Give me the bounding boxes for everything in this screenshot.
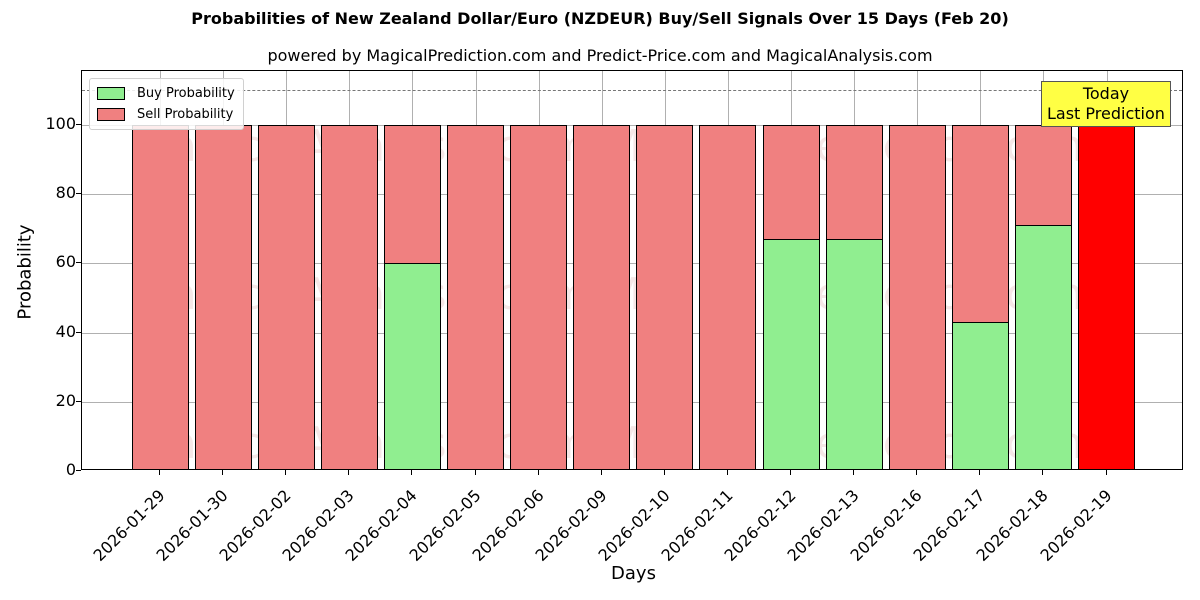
y-tick-mark <box>76 193 81 195</box>
y-tick-mark <box>76 331 81 333</box>
bar-buy <box>951 322 1009 469</box>
bar-sell <box>825 125 883 241</box>
x-tick-mark <box>663 470 665 475</box>
x-tick-mark <box>285 470 287 475</box>
bar-sell <box>762 125 820 241</box>
gridline-horizontal <box>82 332 1182 334</box>
bar-buy <box>383 263 441 469</box>
bar-sell <box>951 125 1009 324</box>
bar-sell <box>383 125 441 265</box>
y-tick-label: 80 <box>55 183 76 203</box>
bar-sell <box>699 125 757 469</box>
bar-sell <box>888 125 946 469</box>
bar-today <box>1078 125 1135 469</box>
bar-buy <box>762 239 820 469</box>
legend-sell-label: Sell Probability <box>137 107 234 122</box>
bar-sell <box>257 125 315 469</box>
x-tick-mark <box>726 470 728 475</box>
bar-sell <box>194 125 252 469</box>
y-tick-label: 100 <box>45 114 76 133</box>
x-tick-mark <box>474 470 476 475</box>
x-tick-mark <box>1042 470 1044 475</box>
legend-item-sell: Sell Probability <box>97 104 235 125</box>
bar-sell <box>510 125 568 469</box>
gridline-horizontal <box>82 263 1182 265</box>
x-tick-mark <box>1105 470 1107 475</box>
bar-sell <box>131 125 189 469</box>
y-tick-label: 60 <box>55 252 76 272</box>
x-axis-title: Days <box>611 563 656 584</box>
gridline-horizontal <box>82 401 1182 403</box>
gridline-horizontal <box>82 125 1182 126</box>
y-tick-mark <box>76 124 81 125</box>
x-tick-mark <box>979 470 981 475</box>
y-tick-mark <box>76 262 81 264</box>
x-tick-mark <box>348 470 350 475</box>
bar-sell <box>320 125 378 469</box>
sell-swatch-icon <box>97 108 125 121</box>
x-tick-mark <box>790 470 791 475</box>
y-tick-mark <box>76 400 81 402</box>
y-tick-label: 40 <box>55 321 76 341</box>
legend-buy-label: Buy Probability <box>137 86 235 101</box>
bar-sell <box>573 125 631 469</box>
annotation-line-1: Today <box>1082 84 1130 103</box>
x-tick-mark <box>159 470 160 475</box>
annotation-line-2: Last Prediction <box>1047 104 1165 123</box>
x-tick-mark <box>222 470 224 475</box>
today-annotation: Today Last Prediction <box>1041 81 1171 127</box>
x-tick-mark <box>916 470 918 475</box>
x-tick-mark <box>600 470 602 475</box>
bar-sell <box>1014 125 1072 227</box>
y-axis-title: Probability <box>14 224 36 320</box>
chart-subtitle: powered by MagicalPrediction.com and Pre… <box>267 46 933 65</box>
y-tick-label: 20 <box>55 390 76 410</box>
chart-title: Probabilities of New Zealand Dollar/Euro… <box>191 9 1009 28</box>
x-tick-mark <box>537 470 539 475</box>
legend: Buy Probability Sell Probability <box>89 78 244 130</box>
buy-swatch-icon <box>97 87 125 100</box>
bar-buy <box>1014 225 1072 469</box>
bar-buy <box>825 239 883 469</box>
y-tick-label: 0 <box>65 460 76 479</box>
bar-sell <box>447 125 504 469</box>
bar-sell <box>636 125 694 469</box>
plot-area: MagicalAnalysis.comMagicalPrediction.com… <box>81 70 1183 470</box>
x-tick-mark <box>853 470 855 475</box>
y-tick-mark <box>76 470 81 471</box>
reference-line <box>82 90 1182 92</box>
gridline-horizontal <box>82 194 1182 196</box>
legend-item-buy: Buy Probability <box>97 83 235 104</box>
x-tick-mark <box>411 470 413 475</box>
